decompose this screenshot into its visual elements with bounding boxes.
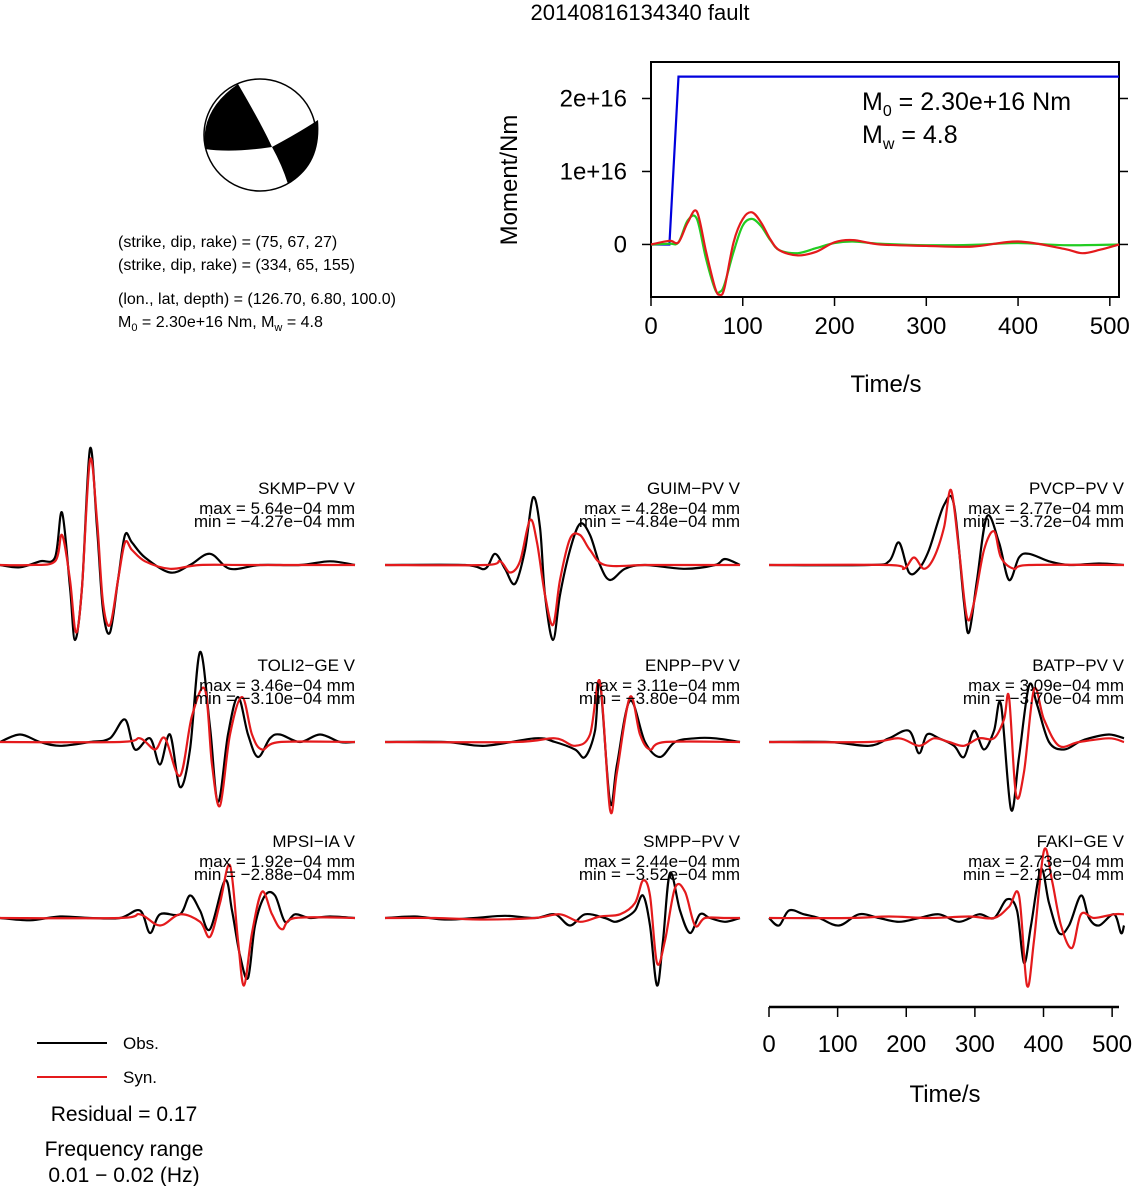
legend-syn-label: Syn. (123, 1068, 157, 1087)
waveform-x-tick-label: 400 (1023, 1031, 1063, 1058)
station-min: min = −4.27e−04 mm (194, 512, 355, 531)
frequency-range-title: Frequency range (45, 1138, 204, 1161)
station-max: max = 2.73e−04 mm (968, 852, 1124, 871)
moment-x-tick-label: 200 (815, 313, 855, 340)
station-max: max = 3.11e−04 mm (585, 676, 740, 695)
legend: Obs. Syn. (37, 1034, 159, 1087)
synthetic-trace (384, 879, 740, 966)
synthetic-trace (0, 686, 356, 808)
beachball-compression-quadrant-1 (204, 84, 272, 151)
beachball-compression-quadrant-2 (272, 120, 319, 184)
focal-mechanism-beachball (203, 78, 319, 192)
moment-annotation-mw: Mw = 4.8 (862, 121, 958, 153)
waveform-x-tick-label: 500 (1092, 1031, 1132, 1058)
synthetic-trace (384, 518, 740, 627)
observed-trace (384, 871, 741, 987)
station-name: PVCP−PV V (1029, 479, 1125, 498)
synthetic-trace (768, 847, 1125, 988)
station-max: max = 5.64e−04 mm (199, 499, 355, 518)
station-min: min = −3.10e−04 mm (194, 689, 355, 708)
waveform-x-tick-label: 100 (818, 1031, 858, 1058)
moment-y-tick-label: 0 (614, 231, 627, 258)
station-name: SKMP−PV V (258, 479, 356, 498)
waveform-x-tick-label: 0 (762, 1031, 775, 1058)
observed-trace (768, 868, 1126, 965)
station-min: min = −3.52e−04 mm (579, 865, 740, 884)
station-name: BATP−PV V (1032, 656, 1124, 675)
nodal-plane-1-text: (strike, dip, rake) = (75, 67, 27) (118, 234, 337, 251)
station-name: SMPP−PV V (643, 832, 741, 851)
station-name: TOLI2−GE V (258, 656, 356, 675)
location-text: (lon., lat, depth) = (126.70, 6.80, 100.… (118, 291, 396, 308)
synthetic-trace (384, 679, 741, 815)
moment-x-tick-label: 300 (906, 313, 946, 340)
station-max: max = 2.77e−04 mm (968, 499, 1124, 518)
station-min: min = −3.70e−04 mm (963, 689, 1124, 708)
observed-trace (768, 494, 1125, 635)
waveform-x-axis-label: Time/s (909, 1081, 980, 1108)
moment-x-tick-label: 100 (723, 313, 763, 340)
moment-summary-text: M0 = 2.30e+16 Nm, Mw = 4.8 (118, 314, 323, 334)
station-name: MPSI−IA V (272, 832, 355, 851)
synthetic-trace (768, 686, 1125, 800)
waveform-x-tick-label: 300 (955, 1031, 995, 1058)
waveform-x-tick-label: 200 (886, 1031, 926, 1058)
frequency-range-value: 0.01 − 0.02 (Hz) (48, 1164, 199, 1186)
station-max: max = 1.92e−04 mm (199, 852, 355, 871)
observed-trace (0, 879, 356, 981)
moment-annotation-m0: M0 = 2.30e+16 Nm (862, 88, 1071, 120)
moment-x-axis-label: Time/s (850, 371, 921, 398)
observed-trace (0, 446, 356, 642)
station-min: min = −3.80e−04 mm (579, 689, 740, 708)
page-title: 20140816134340 fault (531, 0, 750, 25)
moment-chart: 0 100 200 300 400 500 0 1e+16 2e+16 M0 = 2.30e+1… (496, 61, 1130, 398)
synthetic-trace (0, 457, 355, 634)
station-min: min = −3.72e−04 mm (963, 512, 1124, 531)
moment-x-tick-label: 0 (644, 313, 657, 340)
station-max: max = 3.09e−04 mm (968, 676, 1124, 695)
station-name: ENPP−PV V (645, 656, 741, 675)
station-max: max = 4.28e−04 mm (584, 499, 740, 518)
residual-text: Residual = 0.17 (51, 1103, 198, 1126)
station-min: min = −4.84e−04 mm (579, 512, 740, 531)
nodal-plane-2-text: (strike, dip, rake) = (334, 65, 155) (118, 257, 355, 274)
moment-y-tick-label: 1e+16 (560, 158, 627, 185)
moment-series-line (650, 214, 1120, 295)
station-name: GUIM−PV V (647, 479, 741, 498)
moment-y-axis-label: Moment/Nm (496, 115, 523, 246)
observed-trace (768, 682, 1125, 812)
station-max: max = 3.46e−04 mm (199, 676, 355, 695)
moment-series-line (650, 209, 1120, 297)
station-name: FAKI−GE V (1037, 832, 1125, 851)
synthetic-trace (768, 488, 1125, 622)
station-min: min = −2.88e−04 mm (194, 865, 355, 884)
moment-x-tick-label: 400 (998, 313, 1038, 340)
legend-obs-label: Obs. (123, 1034, 159, 1053)
moment-chart-frame (650, 61, 1120, 298)
waveform-time-axis: Time/s 0 100 200 300 400 500 (762, 1005, 1132, 1108)
station-max: max = 2.44e−04 mm (584, 852, 740, 871)
moment-y-tick-label: 2e+16 (560, 85, 627, 112)
synthetic-trace (0, 863, 356, 987)
station-min: min = −2.12e−04 mm (963, 865, 1124, 884)
moment-x-tick-label: 500 (1090, 313, 1130, 340)
